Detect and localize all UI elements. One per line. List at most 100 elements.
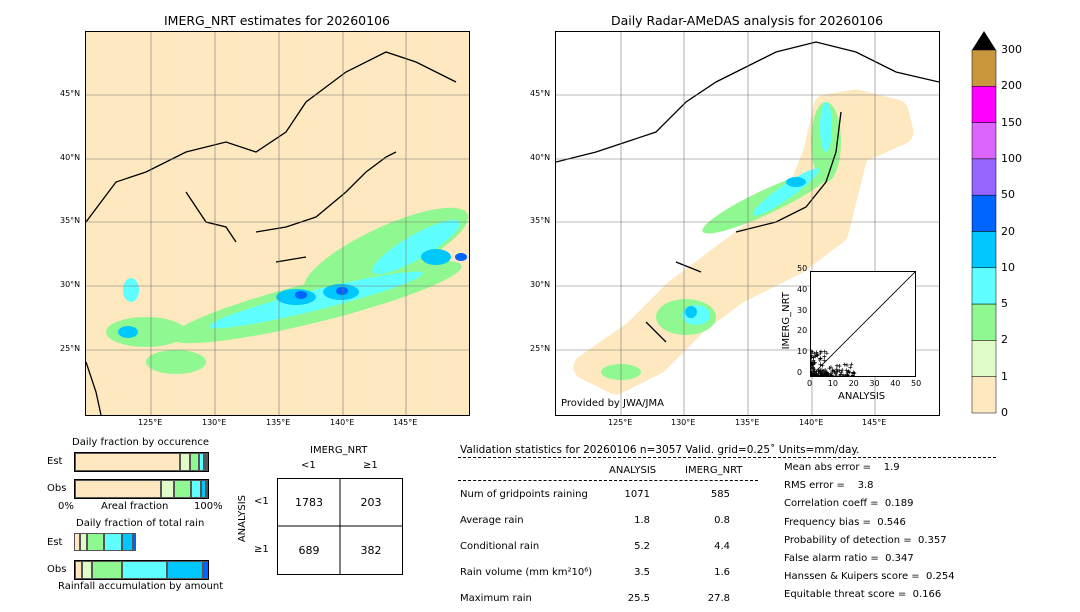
stat-analysis-value: 25.5 (627, 593, 650, 604)
colorbar-segment (971, 267, 997, 305)
lat-label: 25°N (60, 344, 81, 353)
score-text: Frequency bias = 0.546 (784, 516, 906, 528)
stat-analysis-value: 5.2 (634, 541, 650, 552)
scatter-points (809, 349, 857, 378)
lat-label: 25°N (530, 344, 551, 353)
score-text: Equitable threat score = 0.166 (784, 589, 942, 601)
stat-label: Average rain (460, 515, 524, 526)
lon-label: 125°E (138, 418, 163, 427)
lon-label: 140°E (330, 418, 355, 427)
contingency-table: 1783 203 689 382 (277, 478, 403, 575)
lat-label: 45°N (530, 89, 551, 98)
stat-analysis-value: 3.5 (634, 567, 650, 578)
bar-segment (173, 480, 191, 498)
stat-imerg-value: 4.4 (714, 541, 730, 552)
bar-segment (189, 453, 199, 471)
bar-segment (75, 480, 161, 498)
lon-label: 140°E (799, 418, 824, 427)
bar-segment (81, 561, 92, 579)
score-text: Hanssen & Kuipers score = 0.254 (784, 571, 955, 583)
row-label: <1 (254, 496, 269, 507)
lon-label: 145°E (862, 418, 887, 427)
tick-100: 100% (194, 501, 223, 512)
score-text: Mean abs error = 1.9 (784, 462, 900, 473)
lon-label: 125°E (608, 418, 633, 427)
bar-segment (91, 561, 122, 579)
occurrence-est-bar (74, 452, 209, 472)
lat-label: 40°N (530, 153, 551, 162)
scatter-xtick: 20 (848, 379, 859, 388)
stat-label: Num of gridpoints raining (460, 489, 588, 500)
stat-label: Conditional rain (460, 541, 540, 552)
score-text: Probability of detection = 0.357 (784, 534, 947, 546)
bar-segment (74, 533, 80, 551)
bar-segment (86, 533, 104, 551)
credit-text: Provided by JWA/JMA (561, 398, 664, 409)
col-analysis: ANALYSIS (609, 465, 657, 476)
colorbar-segment (971, 231, 997, 269)
scatter-xtick: 30 (869, 379, 880, 388)
total-rain-obs-bar (74, 560, 209, 580)
col-label: ≥1 (363, 460, 378, 471)
bar-segment (180, 453, 190, 471)
scatter-xtick: 0 (807, 379, 813, 388)
lon-label: 135°E (266, 418, 291, 427)
colorbar-label: 5 (1001, 297, 1008, 311)
stat-imerg-value: 27.8 (707, 593, 730, 604)
stat-imerg-value: 0.8 (714, 515, 730, 526)
lon-label: 145°E (393, 418, 418, 427)
lon-label: 130°E (671, 418, 696, 427)
cell-false-alarm: 203 (360, 496, 382, 509)
right-map-title: Daily Radar-AMeDAS analysis for 20260106 (610, 13, 884, 28)
stats-header: Validation statistics for 20260106 n=305… (460, 444, 860, 456)
bar-segment (160, 480, 174, 498)
bar-segment (166, 561, 203, 579)
total-rain-est-bar (74, 533, 207, 551)
colorbar-segment (971, 122, 997, 160)
occurrence-title: Daily fraction by occurence (72, 437, 210, 448)
lon-label: 130°E (202, 418, 227, 427)
total-rain-title: Daily fraction of total rain (76, 518, 205, 529)
cell-hit-miss: 1783 (295, 496, 323, 509)
scatter-plot (809, 271, 916, 378)
col-label: <1 (301, 460, 316, 471)
bar-segment (202, 561, 208, 579)
obs-label: Obs (47, 483, 67, 494)
scatter-ytick: 10 (797, 347, 808, 357)
bar-segment (133, 533, 136, 551)
est-label: Est (47, 537, 63, 548)
colorbar-label: 200 (1001, 79, 1022, 93)
colorbar-segment (971, 194, 997, 232)
row-label: ≥1 (254, 544, 269, 555)
bar-segment (121, 533, 134, 551)
scatter-xtick: 40 (890, 379, 901, 388)
col-imerg: IMERG_NRT (685, 465, 743, 476)
score-text: RMS error = 3.8 (784, 480, 874, 492)
left-map (85, 31, 470, 416)
scatter-ytick: 50 (797, 264, 808, 273)
bar-segment (75, 561, 82, 579)
bar-segment (205, 480, 208, 498)
colorbar-segment (971, 340, 997, 377)
scatter-xlabel: ANALYSIS (838, 391, 886, 402)
bar-segment (79, 533, 87, 551)
stat-analysis-value: 1071 (624, 489, 650, 500)
colorbar-label: 20 (1001, 224, 1015, 238)
occurrence-xlabel: Areal fraction (101, 501, 169, 512)
bar-segment (198, 453, 204, 471)
colorbar-label: 300 (1001, 43, 1022, 56)
scatter-ytick: 30 (797, 305, 808, 315)
cell-miss: 689 (298, 544, 320, 557)
scatter-ytick: 40 (797, 284, 808, 294)
lat-label: 45°N (60, 89, 81, 98)
est-label: Est (47, 456, 63, 467)
bar-segment (204, 453, 206, 471)
stat-label: Maximum rain (460, 593, 532, 604)
lat-label: 30°N (60, 280, 81, 289)
lon-label: 135°E (735, 418, 760, 427)
colorbar-label: 100 (1001, 151, 1022, 165)
contingency-row-title: ANALYSIS (237, 495, 248, 543)
lat-label: 35°N (60, 216, 81, 225)
colorbar-label: 50 (1001, 188, 1015, 202)
total-rain-xlabel: Rainfall accumulation by amount (58, 581, 224, 592)
